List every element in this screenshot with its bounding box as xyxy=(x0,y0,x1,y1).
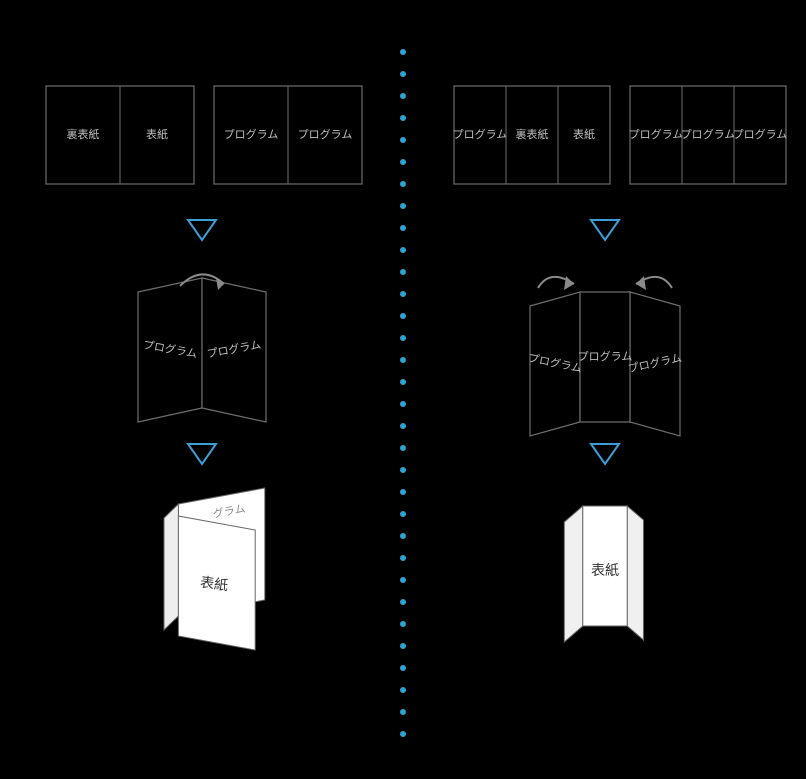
right-flat-1-label-0: プログラム xyxy=(629,127,684,141)
left-flat-1-label-1: プログラム xyxy=(298,127,353,141)
right-flat-1-label-1: プログラム xyxy=(681,127,736,141)
right-final-fold: 表紙 xyxy=(564,506,643,642)
diagram-stage: 裏表紙表紙プログラムプログラムプログラム裏表紙表紙プログラムプログラムプログラム… xyxy=(0,0,806,779)
svg-text:表紙: 表紙 xyxy=(591,562,619,578)
right-flat-0-label-1: 裏表紙 xyxy=(516,127,549,141)
diagram-svg: 裏表紙表紙プログラムプログラムプログラム裏表紙表紙プログラムプログラムプログラム… xyxy=(0,0,806,779)
left-final-fold: グラム表紙 xyxy=(164,488,265,650)
right-flat-1-label-2: プログラム xyxy=(733,127,788,141)
left-flat-0-label-1: 表紙 xyxy=(146,127,168,141)
right-flat-0-label-2: 表紙 xyxy=(573,127,595,141)
right-mid-fold: プログラムプログラムプログラム xyxy=(527,276,683,436)
left-flat-1-label-0: プログラム xyxy=(224,127,279,141)
right-flat-0-label-0: プログラム xyxy=(453,127,508,141)
svg-text:プログラム: プログラム xyxy=(578,349,633,363)
left-mid-fold: プログラムプログラム xyxy=(138,274,266,422)
left-flat-0-label-0: 裏表紙 xyxy=(67,127,100,141)
